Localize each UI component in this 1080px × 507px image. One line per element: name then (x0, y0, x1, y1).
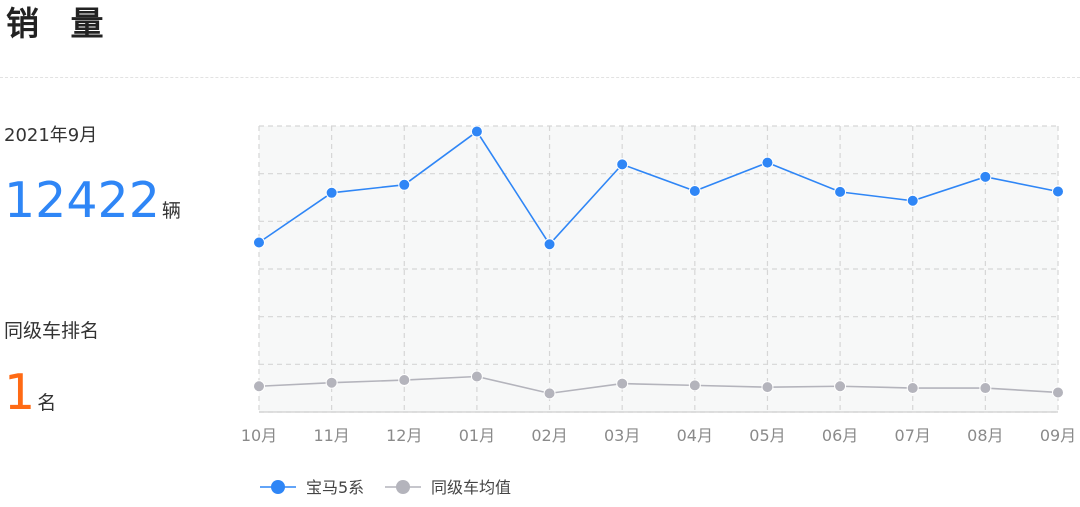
section-title: 销 量 (6, 4, 114, 43)
x-tick-label: 07月 (895, 426, 931, 445)
data-point-average (616, 377, 629, 390)
legend-marker-primary (271, 480, 285, 494)
data-point-average (834, 380, 847, 393)
data-point-primary (979, 170, 992, 183)
rank-value: 1 (4, 364, 36, 421)
data-point-average (761, 381, 774, 394)
x-tick-label: 08月 (967, 426, 1003, 445)
data-point-average (325, 376, 338, 389)
legend-marker-average (396, 480, 410, 494)
data-point-primary (1052, 185, 1064, 198)
x-tick-label: 10月 (241, 426, 277, 445)
data-point-average (979, 382, 992, 395)
sales-figure: 12422 辆 (4, 170, 181, 232)
data-point-primary (906, 194, 919, 207)
data-point-primary (543, 238, 556, 251)
period-label: 2021年9月 (4, 125, 98, 146)
sales-unit: 辆 (161, 200, 181, 222)
rank-label: 同级车排名 (4, 320, 100, 342)
data-point-primary (398, 178, 411, 191)
legend-label-primary: 宝马5系 (306, 478, 364, 497)
data-point-primary (834, 185, 847, 198)
x-tick-label: 02月 (531, 426, 567, 445)
data-point-average (398, 374, 411, 387)
data-point-primary (253, 236, 265, 249)
data-point-primary (325, 186, 338, 199)
series-line-primary (258, 130, 1059, 246)
sales-value: 12422 (4, 172, 160, 229)
x-tick-label: 05月 (749, 426, 785, 445)
x-tick-label: 09月 (1040, 426, 1076, 445)
data-point-primary (688, 185, 701, 198)
legend-label-average: 同级车均值 (431, 478, 511, 497)
series-line-average (258, 375, 1059, 395)
data-point-average (906, 382, 919, 395)
data-point-primary (616, 158, 629, 171)
x-tick-label: 01月 (459, 426, 495, 445)
data-point-primary (761, 156, 774, 169)
data-point-primary (470, 125, 483, 138)
data-point-average (253, 380, 265, 393)
x-tick-label: 12月 (386, 426, 422, 445)
data-point-average (688, 379, 701, 392)
x-tick-label: 04月 (677, 426, 713, 445)
x-tick-label: 11月 (313, 426, 349, 445)
x-tick-label: 06月 (822, 426, 858, 445)
data-point-average (543, 387, 556, 400)
x-tick-label: 03月 (604, 426, 640, 445)
section-divider (0, 77, 1080, 78)
data-point-average (470, 370, 483, 383)
data-point-average (1052, 386, 1064, 399)
rank-unit: 名 (37, 392, 57, 414)
